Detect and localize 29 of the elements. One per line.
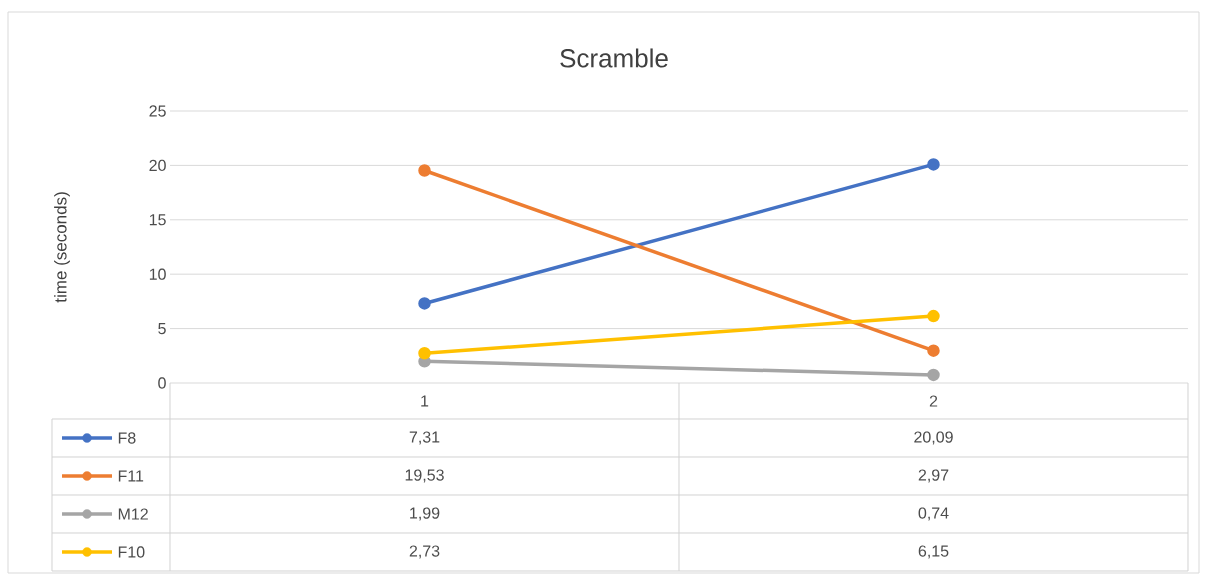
legend-label: M12 (118, 508, 148, 520)
legend-label: F8 (118, 432, 136, 444)
point (927, 158, 940, 171)
y-tick-label: 0 (158, 377, 166, 389)
chart-title: Scramble (560, 48, 668, 68)
x-tick-label: 2 (929, 395, 938, 407)
point (927, 344, 940, 357)
legend-label: F11 (118, 470, 144, 482)
data-label: 6,15 (918, 545, 949, 559)
y-tick-label: 5 (158, 323, 166, 335)
y-tick-label: 25 (149, 105, 166, 117)
y-tick-label: 15 (149, 214, 166, 226)
point (418, 297, 431, 310)
point (418, 347, 431, 360)
y-tick-label: 10 (149, 268, 166, 280)
data-label: 0,74 (918, 507, 949, 521)
data-label: 1,99 (410, 507, 440, 521)
data-label: 7,31 (409, 431, 440, 445)
point (418, 164, 431, 177)
data-label: 2,73 (409, 545, 440, 559)
x-tick-label: 1 (421, 395, 429, 407)
data-label: 2,97 (918, 469, 949, 483)
y-axis-title: time (seconds) (54, 192, 70, 303)
legend-label: F10 (118, 546, 145, 558)
data-label: 20,09 (914, 431, 953, 445)
data-label: 19,53 (405, 469, 444, 483)
point (927, 309, 940, 323)
y-tick-label: 20 (149, 159, 166, 172)
point (927, 368, 940, 382)
